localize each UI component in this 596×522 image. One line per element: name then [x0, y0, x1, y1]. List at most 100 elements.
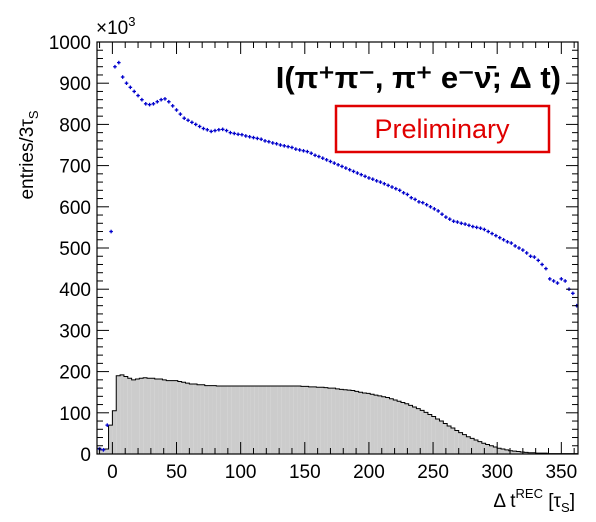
- histogram-bin: [300, 386, 305, 454]
- axis-ticks: [97, 41, 578, 455]
- y-tick-label: 0: [80, 445, 91, 466]
- data-point: [428, 205, 433, 209]
- data-point: [232, 131, 237, 136]
- data-point: [397, 188, 402, 193]
- histogram-bin: [239, 386, 244, 454]
- data-point: [440, 212, 444, 217]
- histogram-bin: [385, 397, 390, 454]
- data-point: [105, 423, 110, 427]
- y-multiplier-exp: 3: [128, 14, 135, 29]
- histogram-bin: [412, 407, 417, 454]
- data-point: [247, 134, 252, 139]
- data-point: [290, 145, 294, 150]
- data-point: [463, 222, 467, 226]
- data-point: [444, 215, 448, 219]
- data-point: [459, 221, 464, 226]
- data-point: [413, 197, 417, 202]
- histogram-bin: [162, 379, 167, 454]
- y-multiplier: ×103: [96, 14, 135, 39]
- data-point: [270, 141, 275, 145]
- data-point: [351, 169, 356, 174]
- histogram-bin: [254, 386, 259, 454]
- data-point: [120, 75, 125, 79]
- data-point: [347, 167, 352, 172]
- y-axis-label-main: entries/3τ: [17, 119, 38, 200]
- histogram-bin: [366, 393, 371, 454]
- histogram-bin: [270, 386, 275, 454]
- histogram-bin: [243, 386, 248, 454]
- histogram-bin: [451, 428, 455, 454]
- data-point: [147, 102, 152, 107]
- data-point: [217, 127, 221, 132]
- x-tick-label: 250: [417, 462, 449, 483]
- x-axis-label: Δ tREC [τS]: [493, 486, 575, 515]
- histogram-bin: [427, 414, 432, 454]
- y-tick-label: 700: [59, 157, 91, 178]
- histogram-bin: [339, 389, 344, 454]
- data-point: [220, 127, 225, 132]
- histogram-bin: [431, 416, 436, 454]
- data-point: [524, 251, 529, 255]
- histogram-bin: [189, 383, 194, 454]
- data-point: [301, 148, 306, 153]
- data-point: [240, 132, 244, 137]
- histogram-bin: [127, 378, 132, 454]
- data-point: [509, 241, 514, 245]
- data-point: [563, 279, 567, 283]
- histogram-bin: [247, 386, 251, 454]
- data-point: [309, 151, 314, 156]
- x-tick-label: 200: [353, 462, 385, 483]
- y-tick-label: 300: [59, 321, 91, 342]
- histogram-bin: [297, 386, 301, 454]
- data-point: [359, 172, 364, 177]
- data-point: [478, 226, 483, 231]
- y-multiplier-base: ×10: [96, 18, 128, 39]
- histogram-bin: [216, 386, 221, 454]
- data-point: [209, 129, 213, 134]
- histogram-bin: [170, 380, 174, 454]
- data-point: [193, 122, 198, 127]
- data-point: [363, 174, 367, 179]
- histogram-bin: [400, 402, 405, 454]
- histogram-bin: [108, 425, 113, 454]
- data-point: [501, 237, 506, 242]
- histogram-bin: [393, 400, 398, 454]
- histogram-bin: [381, 396, 386, 454]
- histogram-bin: [258, 386, 263, 454]
- histogram-bin: [250, 386, 255, 454]
- histogram-bin: [489, 445, 494, 454]
- data-point: [174, 108, 179, 112]
- data-point: [294, 147, 298, 151]
- histogram-bin: [370, 394, 375, 454]
- x-tick-label: 150: [289, 462, 321, 483]
- y-tick-label: 1000: [49, 33, 91, 54]
- x-tick-label: 100: [225, 462, 257, 483]
- y-axis-label: entries/3τS: [17, 110, 41, 199]
- data-point: [286, 144, 290, 149]
- histogram-bin: [324, 387, 328, 454]
- data-point: [336, 162, 340, 167]
- data-point: [513, 244, 517, 248]
- histogram-bin: [350, 390, 355, 454]
- histogram-bin: [177, 381, 182, 454]
- histogram-bin: [123, 376, 128, 454]
- histogram-bin: [347, 390, 351, 454]
- histogram-bin: [208, 385, 213, 454]
- histogram-bin: [277, 386, 282, 454]
- histogram-bin: [320, 387, 325, 454]
- data-point: [320, 156, 325, 160]
- histogram-bin: [481, 443, 486, 454]
- data-point: [551, 279, 556, 283]
- data-point: [547, 277, 552, 281]
- x-tick-label: 50: [166, 462, 187, 483]
- data-point: [124, 81, 129, 85]
- data-point: [521, 248, 525, 252]
- histogram-bin: [335, 388, 340, 454]
- data-point: [132, 89, 136, 94]
- histogram-bin: [497, 448, 502, 454]
- data-point: [313, 153, 317, 158]
- histogram-bin: [374, 395, 378, 454]
- histogram-bin: [181, 382, 186, 454]
- data-point: [167, 99, 171, 104]
- data-point: [117, 60, 121, 65]
